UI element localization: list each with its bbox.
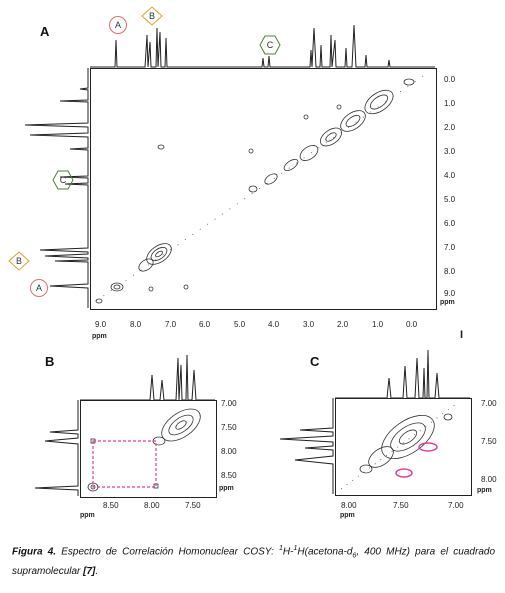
panel-a-x-tick: 8.0 (130, 320, 142, 329)
panel-c-label: C (310, 354, 320, 369)
marker-c-left-hexagon (52, 170, 74, 190)
marker-a-top: A (109, 16, 127, 34)
marker-b-left: B (15, 256, 22, 266)
panel-a-x-tick: 4.0 (268, 320, 280, 329)
panel-a-left-projection (24, 68, 89, 308)
panel-b-frame (80, 400, 217, 498)
marker-c-top: C (266, 40, 274, 50)
caption-text-4: , 400 MHz) para el cuadrado supramolecul… (12, 546, 496, 578)
panel-b-y-tick: 8.50 (221, 471, 237, 480)
panel-a-y-tick: 2.0 (444, 123, 456, 132)
caption-sub: 6 (352, 552, 357, 560)
panel-a-contours (95, 73, 427, 304)
panel-a-x-tick: 5.0 (234, 320, 246, 329)
panel-a-y-tick: 4.0 (444, 171, 456, 180)
figure-caption: Figura 4. Espectro de Correlación Homonu… (12, 541, 495, 580)
panel-a-y-tick: 5.0 (444, 195, 456, 204)
marker-c-left: C (59, 175, 67, 185)
caption-sup-2: 1 (293, 545, 298, 552)
caption-sup-1: 1 (279, 545, 283, 552)
panel-c-x-tick: 7.50 (393, 501, 409, 510)
panel-a-y-tick: 9.0 (444, 289, 456, 298)
panel-c-x-tick: 7.00 (448, 501, 464, 510)
caption-end: . (95, 566, 99, 578)
panel-b-left-projection (34, 400, 79, 496)
panel-c-left-projection (279, 398, 334, 494)
panel-a-y-tick: 3.0 (444, 147, 456, 156)
panel-c-top-projection (335, 349, 470, 399)
caption-text-2: H- (282, 546, 294, 558)
panel-a-y-tick: 8.0 (444, 267, 456, 276)
caption-text-3: H(acetona-d (297, 546, 353, 558)
panel-a-y-tick: 0.0 (444, 75, 456, 84)
panel-a-x-tick: 2.0 (337, 320, 349, 329)
caption-text-1: Espectro de Correlación Homonuclear COSY… (56, 546, 280, 558)
panel-a-x-tick: 7.0 (165, 320, 177, 329)
panel-c-x-unit: ppm (340, 512, 355, 519)
panel-b-x-tick: 7.50 (185, 501, 201, 510)
caption-ref: [7] (83, 566, 96, 578)
panel-b-label: B (45, 354, 55, 369)
panel-b-y-unit: ppm (219, 485, 234, 492)
panel-a-y-tick: 1.0 (444, 99, 456, 108)
panel-a-x-unit: ppm (92, 333, 107, 340)
panel-b-y-tick: 7.00 (221, 399, 237, 408)
panel-a-label: A (40, 24, 50, 39)
panel-a-y-tick: 7.0 (444, 243, 456, 252)
panel-b-x-tick: 8.50 (103, 501, 119, 510)
marker-b-top-diamond (141, 6, 163, 26)
panel-a-x-tick: 6.0 (199, 320, 211, 329)
panel-a-x-tick: 0.0 (406, 320, 418, 329)
panel-c-frame (335, 398, 472, 496)
marker-a-left: A (30, 279, 48, 297)
panel-a-x-tick: 9.0 (95, 320, 107, 329)
stray-mark: I (460, 329, 464, 341)
marker-b-left-diamond (8, 251, 30, 271)
panel-a-x-tick: 3.0 (303, 320, 315, 329)
panel-a-top-projection (90, 24, 435, 68)
panel-b-top-projection (80, 354, 215, 401)
panel-a-x-tick: 1.0 (372, 320, 384, 329)
panel-b-x-tick: 8.00 (144, 501, 160, 510)
panel-c-x-tick: 8.00 (341, 501, 357, 510)
marker-c-top-hexagon (259, 35, 281, 55)
panel-c-y-tick: 8.00 (481, 475, 497, 484)
panel-a-y-unit: ppm (440, 299, 455, 306)
panel-c-contours (340, 403, 457, 490)
marker-b-top: B (148, 11, 155, 21)
panel-c-y-tick: 7.00 (481, 399, 497, 408)
panel-b-y-tick: 8.00 (221, 447, 237, 456)
panel-a-frame (90, 68, 437, 310)
panel-b-x-unit: ppm (80, 512, 95, 519)
caption-figure-label: Figura 4. (12, 546, 57, 558)
panel-c-y-unit: ppm (477, 487, 492, 494)
panel-b-y-tick: 7.50 (221, 423, 237, 432)
panel-a-y-tick: 6.0 (444, 219, 456, 228)
panel-b-contours (87, 408, 201, 492)
panel-c-y-tick: 7.50 (481, 437, 497, 446)
